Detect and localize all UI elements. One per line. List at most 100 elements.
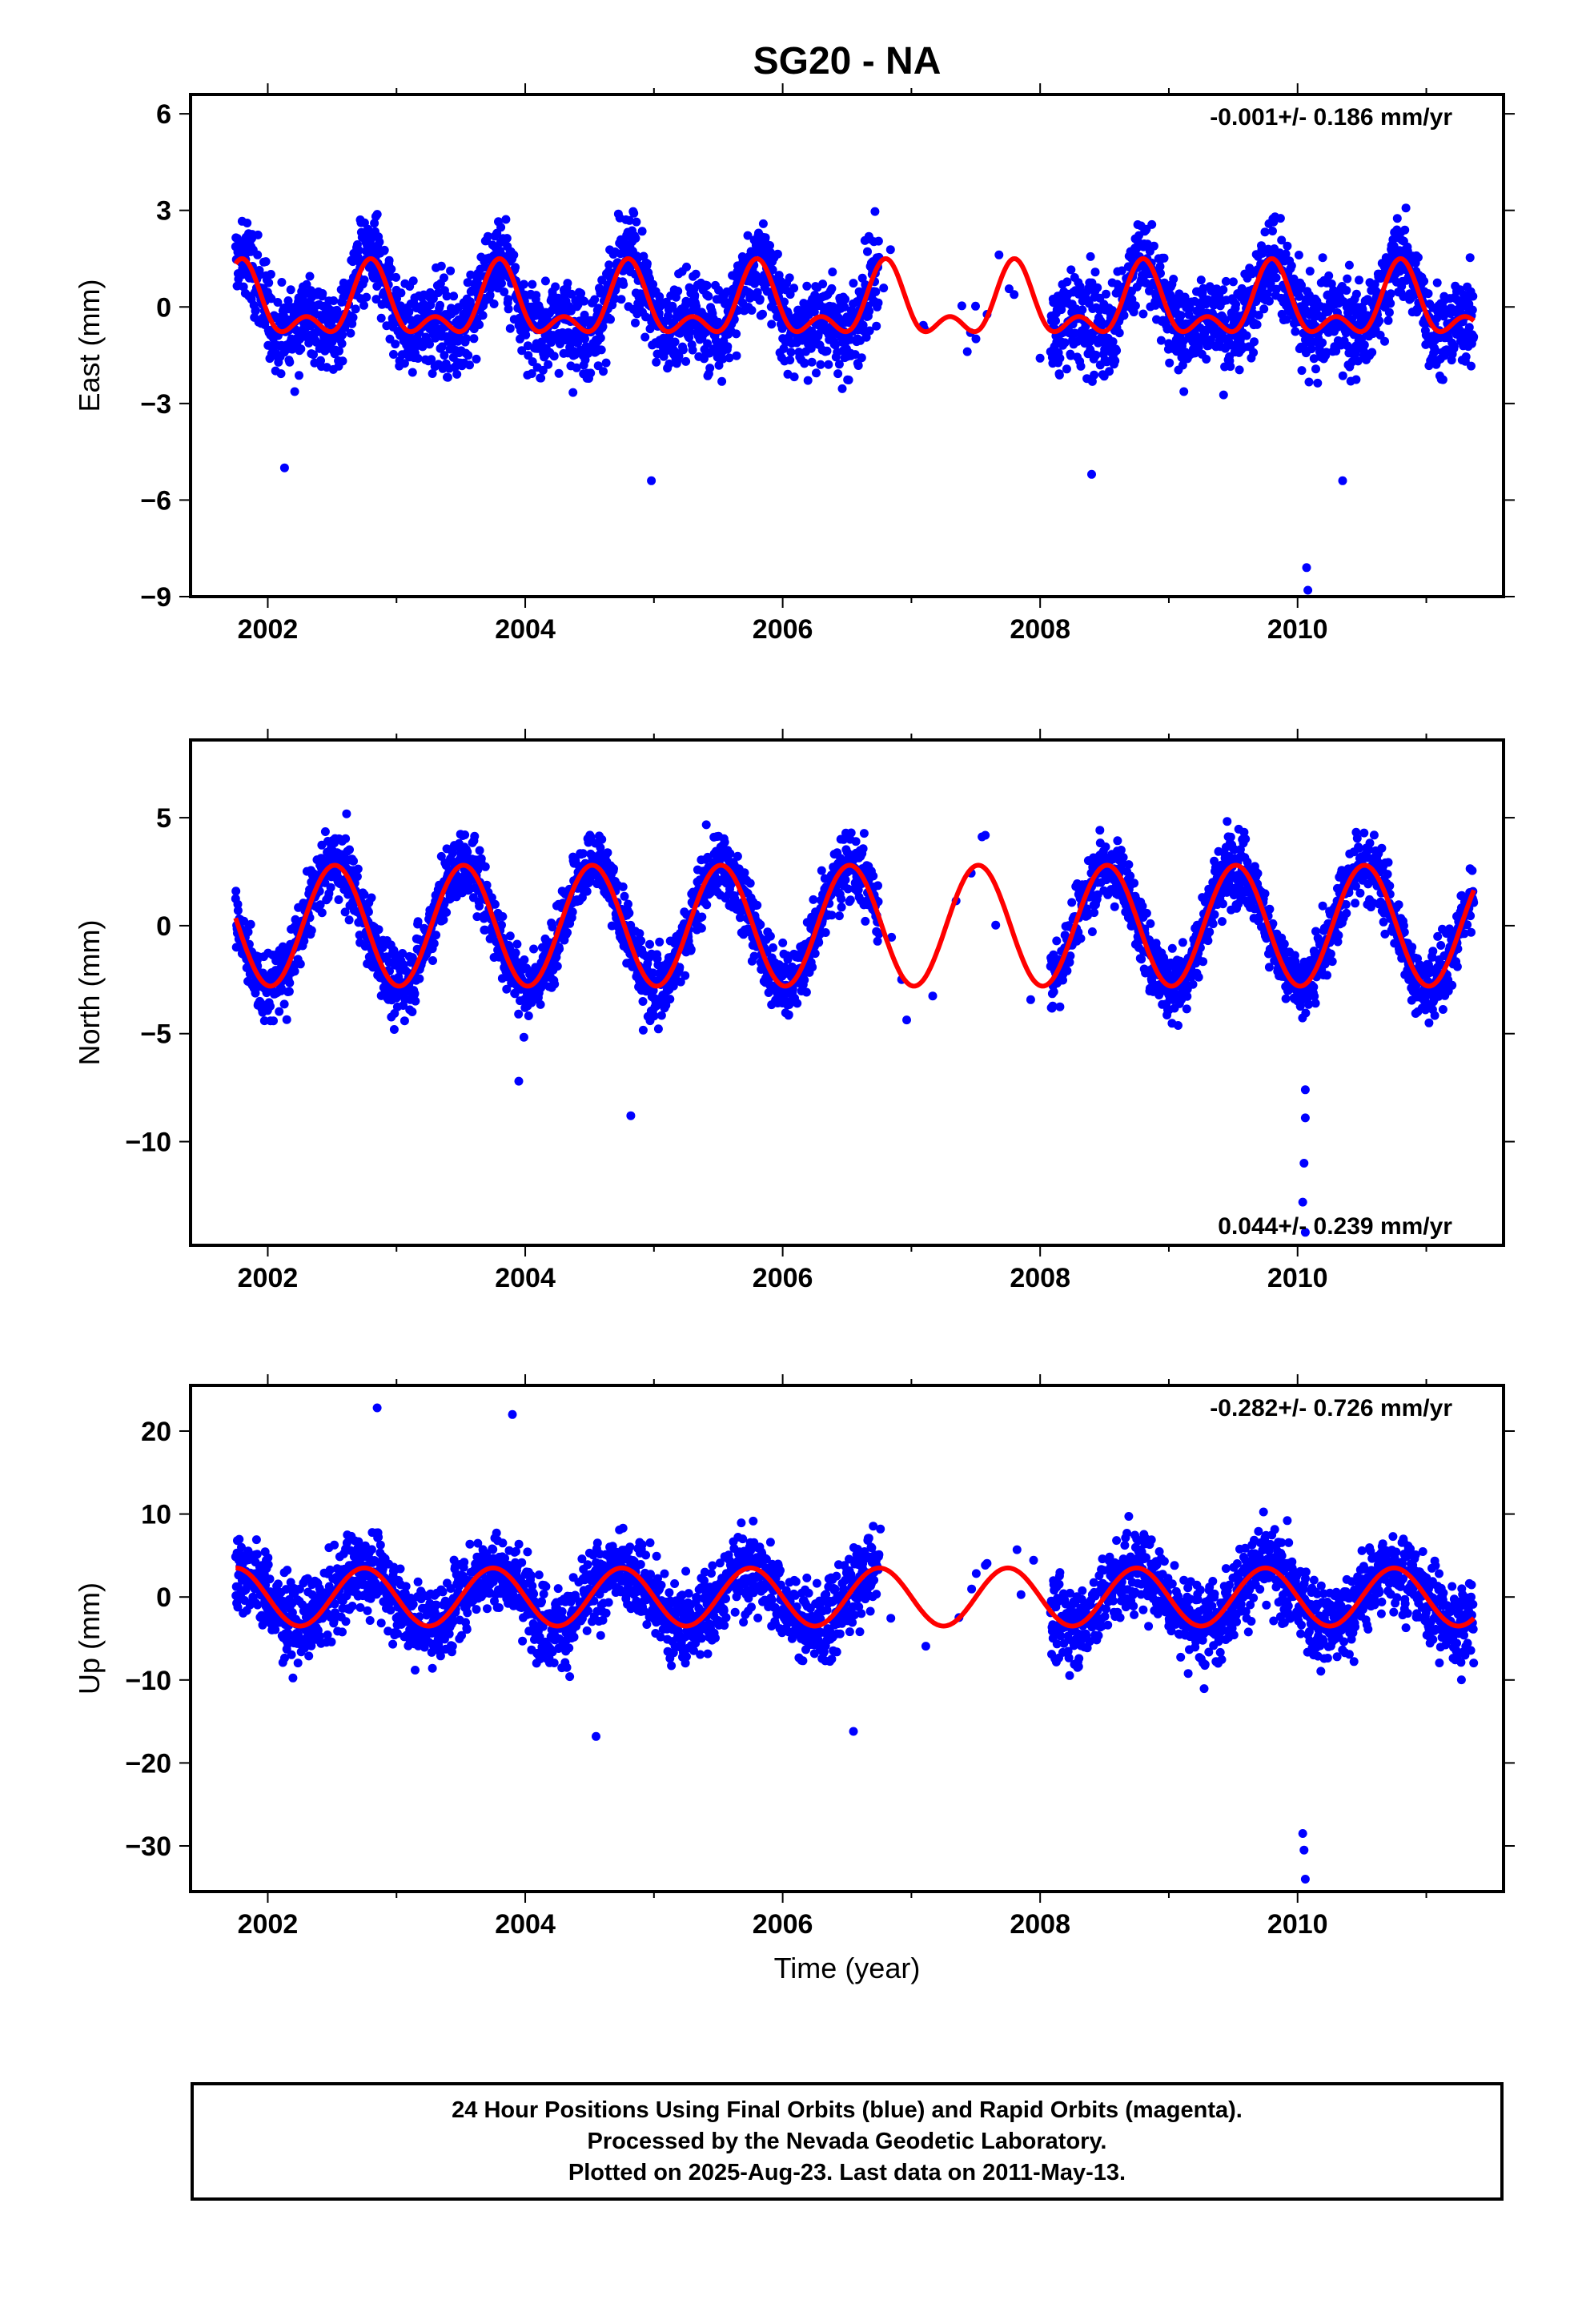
data-point xyxy=(1324,271,1334,280)
data-point xyxy=(732,351,741,360)
data-point xyxy=(231,887,241,896)
data-point xyxy=(1105,367,1114,376)
data-point xyxy=(1297,280,1306,290)
data-point xyxy=(398,949,408,958)
data-point xyxy=(1035,353,1045,363)
data-point xyxy=(1055,353,1065,363)
data-point xyxy=(861,916,870,926)
y-tick-label: −9 xyxy=(140,582,171,613)
data-point xyxy=(702,281,712,290)
data-point xyxy=(681,971,690,980)
data-point xyxy=(817,866,826,875)
x-tick-label: 2002 xyxy=(238,614,299,645)
data-point xyxy=(745,879,755,888)
data-point xyxy=(640,332,650,342)
data-point xyxy=(276,983,286,993)
data-point xyxy=(277,278,287,287)
data-point xyxy=(449,292,459,301)
data-point xyxy=(1095,826,1105,835)
data-point xyxy=(1054,370,1064,380)
data-point xyxy=(779,344,789,353)
data-point xyxy=(428,956,437,965)
data-point xyxy=(318,289,327,298)
data-point xyxy=(307,926,316,935)
data-point xyxy=(837,903,846,912)
data-point xyxy=(802,281,812,291)
data-point xyxy=(259,1016,269,1026)
data-point xyxy=(283,296,293,305)
data-point xyxy=(400,1016,409,1026)
data-point xyxy=(870,207,880,216)
data-point xyxy=(597,275,607,285)
data-point xyxy=(1086,251,1095,261)
data-point xyxy=(865,307,874,316)
data-point xyxy=(1355,275,1363,285)
data-point xyxy=(957,301,966,311)
data-point xyxy=(1353,356,1363,366)
data-point xyxy=(442,292,452,301)
data-point xyxy=(476,854,486,863)
data-point xyxy=(408,1007,417,1016)
data-point xyxy=(348,312,358,322)
data-point xyxy=(509,250,519,259)
data-point xyxy=(517,346,527,356)
data-point xyxy=(1178,360,1187,370)
data-point xyxy=(720,838,729,847)
data-point xyxy=(717,376,727,386)
data-point xyxy=(928,991,938,1001)
data-point xyxy=(652,357,661,367)
data-point xyxy=(327,318,336,328)
data-point xyxy=(1432,278,1442,287)
data-point xyxy=(338,330,347,340)
data-point xyxy=(465,360,474,370)
data-point xyxy=(1331,346,1341,356)
data-point xyxy=(371,295,381,304)
data-point xyxy=(413,354,423,363)
data-point xyxy=(1275,214,1285,223)
data-point xyxy=(463,847,472,857)
data-point xyxy=(869,871,878,881)
data-point xyxy=(511,263,520,272)
data-point xyxy=(1343,274,1352,283)
data-point xyxy=(408,368,417,377)
data-point xyxy=(483,231,492,241)
data-point xyxy=(785,356,795,365)
data-points xyxy=(231,809,1479,1237)
data-point xyxy=(840,302,849,312)
data-point xyxy=(768,265,777,275)
data-point xyxy=(859,829,869,838)
rate-annotation: -0.001+/- 0.186 mm/yr xyxy=(1210,104,1452,131)
data-point xyxy=(524,351,533,360)
data-point xyxy=(243,927,253,937)
data-point xyxy=(773,249,782,259)
data-point xyxy=(1179,387,1189,396)
data-point xyxy=(755,295,765,304)
model-curve xyxy=(233,255,1476,335)
data-point xyxy=(443,372,452,382)
y-tick-label: −3 xyxy=(140,389,171,420)
data-point xyxy=(269,1016,278,1026)
data-point xyxy=(1469,332,1479,342)
y-tick-label: 3 xyxy=(156,196,171,227)
data-point xyxy=(344,915,354,925)
data-point xyxy=(1093,283,1102,292)
data-point xyxy=(504,304,513,314)
data-point xyxy=(586,832,596,842)
data-point xyxy=(429,939,439,948)
data-point xyxy=(1114,328,1124,338)
data-point xyxy=(536,999,545,1009)
data-point xyxy=(511,948,520,958)
data-point xyxy=(309,350,318,360)
data-point xyxy=(480,862,490,871)
data-point xyxy=(282,1015,291,1024)
data-point xyxy=(548,923,557,932)
data-point xyxy=(723,342,733,352)
data-point xyxy=(668,301,677,311)
data-point xyxy=(284,987,294,996)
data-point xyxy=(1220,316,1230,325)
data-point xyxy=(841,295,850,304)
data-point xyxy=(261,257,271,267)
data-point xyxy=(359,275,369,284)
data-point xyxy=(603,848,612,858)
data-point xyxy=(1119,311,1129,320)
